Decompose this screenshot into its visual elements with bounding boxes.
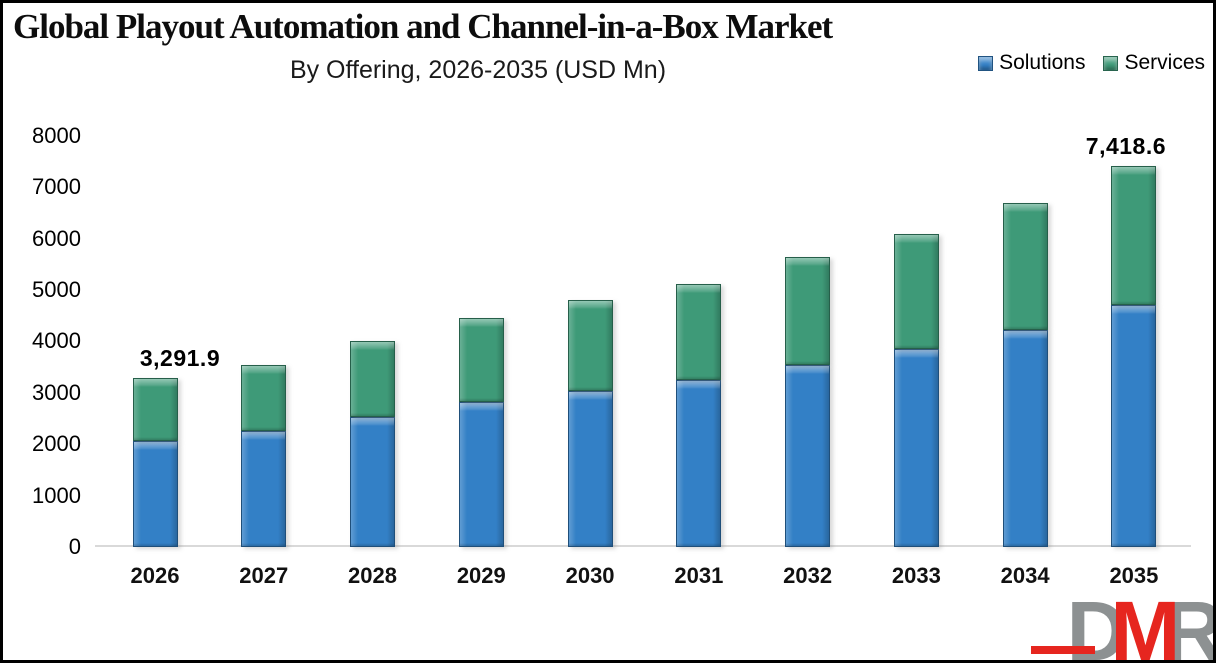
bar-segment-services[interactable] bbox=[459, 318, 504, 403]
legend-label-solutions: Solutions bbox=[999, 51, 1086, 74]
x-axis-category-label: 2032 bbox=[783, 563, 833, 588]
legend-label-services: Services bbox=[1124, 51, 1205, 74]
bar-segment-services[interactable] bbox=[894, 233, 939, 350]
dmr-logo: DMR bbox=[1067, 589, 1213, 660]
x-axis-category-label: 2029 bbox=[456, 563, 506, 588]
y-axis-tick-label: 1000 bbox=[32, 482, 81, 508]
bar-total-label: 7,418.6 bbox=[1085, 132, 1167, 159]
bar-segment-solutions[interactable] bbox=[568, 391, 613, 547]
bar-segment-solutions[interactable] bbox=[676, 380, 721, 547]
bar-total-label: 3,291.9 bbox=[139, 344, 221, 371]
legend-item-services[interactable]: Services bbox=[1103, 51, 1205, 75]
y-axis-tick-label: 7000 bbox=[32, 174, 81, 200]
solutions-swatch-icon bbox=[978, 55, 994, 71]
logo-letter-r: R bbox=[1163, 584, 1213, 663]
bar-segment-solutions[interactable] bbox=[241, 431, 286, 547]
bar-segment-solutions[interactable] bbox=[1111, 305, 1156, 547]
chart-title: Global Playout Automation and Channel-in… bbox=[13, 7, 833, 46]
x-axis-category-label: 2030 bbox=[565, 563, 615, 588]
x-axis-category-label: 2027 bbox=[239, 563, 289, 588]
bar-segment-services[interactable] bbox=[1003, 203, 1048, 331]
y-axis-tick-label: 0 bbox=[68, 534, 81, 559]
x-axis-line bbox=[95, 545, 1191, 547]
bar-segment-services[interactable] bbox=[676, 283, 721, 381]
legend: Solutions Services bbox=[978, 51, 1205, 75]
bar-segment-services[interactable] bbox=[241, 364, 286, 432]
x-axis-category-label: 2034 bbox=[1000, 563, 1050, 588]
y-axis-tick-label: 6000 bbox=[32, 225, 81, 251]
bar-segment-solutions[interactable] bbox=[1003, 330, 1048, 547]
logo-letter-m: M bbox=[1110, 584, 1180, 663]
bar-segment-solutions[interactable] bbox=[133, 440, 178, 547]
y-axis-tick-label: 5000 bbox=[32, 277, 81, 302]
x-axis-category-label: 2026 bbox=[130, 563, 180, 588]
bar-segment-services[interactable] bbox=[785, 257, 830, 365]
chart-subtitle: By Offering, 2026-2035 (USD Mn) bbox=[289, 56, 667, 84]
services-swatch-icon bbox=[1103, 55, 1119, 71]
legend-item-solutions[interactable]: Solutions bbox=[978, 51, 1085, 75]
x-axis-category-label: 2028 bbox=[348, 563, 397, 588]
bar-segment-solutions[interactable] bbox=[894, 349, 939, 547]
x-axis-category-label: 2033 bbox=[891, 563, 941, 588]
x-axis-category-label: 2035 bbox=[1109, 563, 1159, 588]
bar-segment-solutions[interactable] bbox=[785, 364, 830, 547]
bar-segment-services[interactable] bbox=[133, 377, 178, 441]
logo-red-bar bbox=[1031, 646, 1095, 654]
x-axis-category-label: 2031 bbox=[674, 563, 724, 588]
bar-segment-solutions[interactable] bbox=[459, 402, 504, 547]
bar-segment-services[interactable] bbox=[568, 300, 613, 392]
bar-segment-solutions[interactable] bbox=[350, 417, 395, 547]
bar-segment-services[interactable] bbox=[350, 341, 395, 418]
y-axis-tick-label: 4000 bbox=[32, 328, 81, 354]
y-axis-tick-label: 2000 bbox=[32, 431, 81, 457]
bar-segment-services[interactable] bbox=[1111, 165, 1156, 306]
y-axis-tick-label: 8000 bbox=[32, 122, 81, 148]
y-axis-tick-label: 3000 bbox=[32, 379, 81, 405]
